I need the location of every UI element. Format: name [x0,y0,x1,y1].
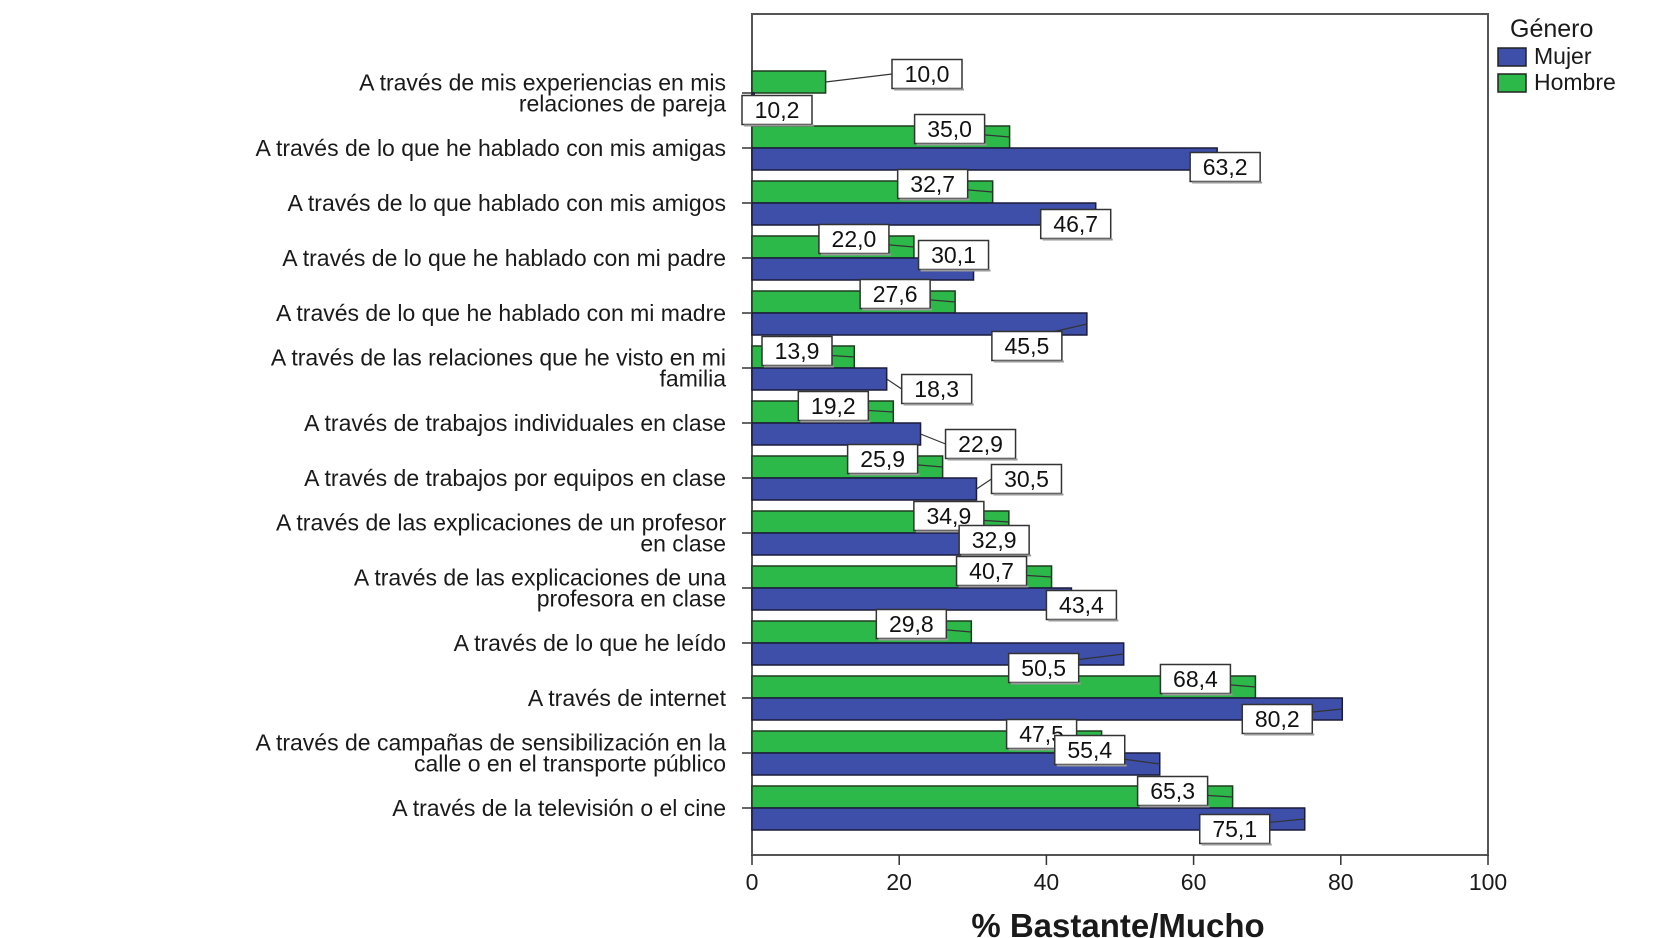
data-label-hombre: 40,7 [955,555,1052,588]
svg-text:68,4: 68,4 [1173,666,1218,692]
category-label: A través de mis experiencias en mis relac… [359,70,726,117]
svg-text:45,5: 45,5 [1004,333,1049,359]
data-label-hombre: 27,6 [859,278,956,311]
category-label: A través de trabajos individuales en cla… [304,410,726,436]
data-label-hombre: 32,7 [896,168,993,201]
svg-text:43,4: 43,4 [1059,592,1104,618]
category-label: A través de campañas de sensibilización … [255,730,726,777]
data-label-mujer: 10,2 [741,94,814,127]
svg-text:32,9: 32,9 [972,527,1017,553]
svg-text:30,1: 30,1 [931,242,976,268]
svg-text:30,5: 30,5 [1004,466,1049,492]
bar-hombre [751,70,827,94]
x-tick-label: 80 [1328,869,1354,895]
category-label: A través de las explicaciones de un prof… [276,510,726,557]
svg-text:27,6: 27,6 [873,281,918,307]
category-label: A través de lo que hablado con mis amigo… [287,190,726,216]
category-label: A través de internet [528,685,727,711]
data-label-mujer: 32,9 [958,524,1032,557]
svg-text:50,5: 50,5 [1021,655,1066,681]
bar-mujer [751,147,1218,171]
category-label: A través de trabajos por equipos en clas… [304,465,726,491]
legend-label-hombre: Hombre [1534,69,1616,95]
svg-text:19,2: 19,2 [811,393,856,419]
bar-mujer [751,587,1073,611]
data-label-hombre: 65,3 [1136,775,1233,808]
data-label-hombre: 34,9 [913,500,1009,533]
svg-text:55,4: 55,4 [1067,737,1112,763]
bar-mujer [751,477,978,501]
data-label-hombre: 25,9 [846,443,943,476]
data-label-hombre: 68,4 [1159,663,1256,696]
data-label-hombre: 35,0 [913,113,1010,146]
data-label-hombre: 22,0 [818,223,914,256]
data-label-mujer: 45,5 [991,323,1088,363]
data-label-mujer: 43,4 [1045,589,1119,622]
svg-text:10,2: 10,2 [755,97,800,123]
svg-text:22,9: 22,9 [958,431,1003,457]
bar-mujer [751,807,1306,831]
category-label: A través de lo que he hablado con mi mad… [276,300,726,326]
data-label-mujer: 18,3 [886,373,974,406]
category-label: A través de lo que he hablado con mis am… [255,135,726,161]
svg-text:75,1: 75,1 [1212,816,1257,842]
x-tick-label: 60 [1181,869,1207,895]
svg-text:35,0: 35,0 [927,116,972,142]
data-label-hombre: 29,8 [875,608,972,641]
svg-text:34,9: 34,9 [926,503,971,529]
data-label-mujer: 55,4 [1053,734,1160,767]
svg-text:63,2: 63,2 [1203,154,1248,180]
x-tick-label: 100 [1469,869,1507,895]
svg-text:32,7: 32,7 [910,171,955,197]
x-axis-title: % Bastante/Mucho [971,907,1264,938]
x-tick-label: 40 [1034,869,1060,895]
data-label-mujer: 46,7 [1039,208,1113,241]
data-label-mujer: 30,1 [917,239,991,272]
bar-mujer [751,367,888,391]
data-label-hombre: 13,9 [761,335,855,368]
svg-text:13,9: 13,9 [775,338,820,364]
svg-text:10,0: 10,0 [905,61,950,87]
svg-text:18,3: 18,3 [914,376,959,402]
category-label: A través de lo que he leído [454,630,726,656]
legend-title: Género [1510,15,1593,43]
svg-text:40,7: 40,7 [969,558,1014,584]
data-label-hombre: 19,2 [797,390,894,423]
data-label-hombre: 10,0 [825,58,964,91]
category-label: A través de las explicaciones de una prof… [354,565,726,612]
data-label-mujer: 22,9 [920,428,1018,461]
data-label-mujer: 80,2 [1241,703,1343,736]
svg-text:65,3: 65,3 [1150,778,1195,804]
legend-swatch-mujer [1497,47,1527,67]
bar-mujer [751,532,995,556]
data-label-mujer: 30,5 [976,463,1064,496]
svg-text:46,7: 46,7 [1053,211,1098,237]
data-label-mujer: 50,5 [1007,652,1124,685]
category-label: A través de las relaciones que he visto … [271,345,726,392]
legend-label-mujer: Mujer [1534,43,1592,69]
legend-swatch-hombre [1497,73,1527,93]
svg-text:29,8: 29,8 [889,611,934,637]
bar-mujer [751,422,922,446]
svg-text:22,0: 22,0 [832,226,877,252]
x-tick-label: 20 [886,869,912,895]
category-label: A través de la televisión o el cine [392,795,726,821]
svg-text:25,9: 25,9 [860,446,905,472]
data-label-mujer: 75,1 [1198,813,1305,846]
svg-text:80,2: 80,2 [1255,706,1300,732]
data-label-mujer: 63,2 [1189,151,1263,184]
category-label: A través de lo que he hablado con mi pad… [282,245,726,271]
x-tick-label: 0 [746,869,759,895]
